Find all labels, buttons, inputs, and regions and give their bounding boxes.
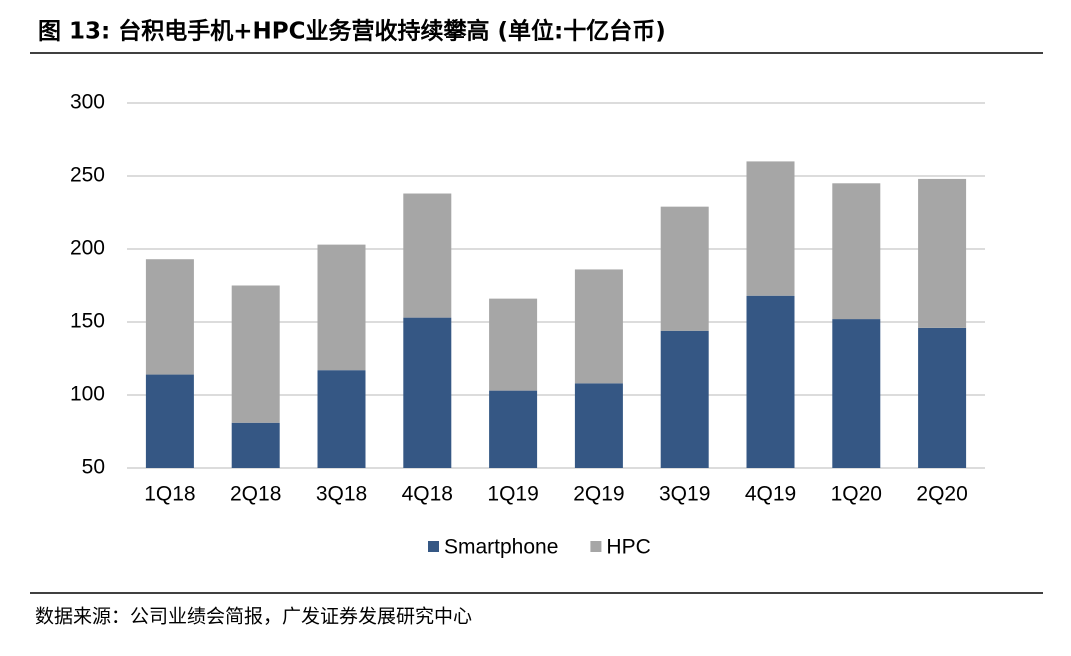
legend-label: HPC bbox=[606, 536, 650, 559]
x-tick-label: 1Q19 bbox=[487, 483, 538, 506]
bar-segment bbox=[403, 317, 452, 468]
bar-segment bbox=[746, 161, 795, 296]
legend-label: Smartphone bbox=[444, 536, 558, 559]
bar-segment bbox=[489, 390, 538, 468]
x-tick-label: 2Q19 bbox=[573, 483, 624, 506]
bar-segment bbox=[317, 370, 366, 468]
x-tick-label: 2Q20 bbox=[916, 483, 967, 506]
legend-swatch bbox=[590, 541, 602, 552]
bar-segment bbox=[231, 422, 280, 468]
source: 数据来源：公司业绩会简报，广发证券发展研究中心 bbox=[35, 606, 472, 628]
y-tick-label: 200 bbox=[70, 237, 105, 260]
bar-segment bbox=[832, 319, 881, 468]
bar-segment bbox=[918, 178, 967, 328]
bar-segment bbox=[918, 327, 967, 468]
y-tick-label: 300 bbox=[70, 91, 105, 114]
bar-segment bbox=[145, 374, 194, 468]
legend-swatch bbox=[428, 541, 439, 552]
bar-segment bbox=[317, 244, 366, 371]
bar-segment bbox=[660, 330, 709, 468]
y-tick-label: 150 bbox=[70, 310, 105, 333]
bar-segment bbox=[832, 183, 881, 320]
chart-title: 图 13: 台积电手机+HPC业务营收持续攀高 (单位:十亿台币) bbox=[38, 18, 666, 45]
y-tick-label: 250 bbox=[70, 164, 105, 187]
y-tick-label: 50 bbox=[82, 456, 105, 479]
x-tick-label: 3Q19 bbox=[659, 483, 710, 506]
bar-segment bbox=[145, 259, 194, 375]
y-tick-label: 100 bbox=[70, 383, 105, 406]
x-tick-label: 1Q18 bbox=[144, 483, 195, 506]
bar-segment bbox=[231, 285, 280, 423]
x-tick-label: 2Q18 bbox=[230, 483, 281, 506]
x-tick-label: 3Q18 bbox=[316, 483, 367, 506]
bar-segment bbox=[574, 269, 623, 384]
bar-segment bbox=[489, 298, 538, 391]
bar-segment bbox=[574, 383, 623, 468]
x-tick-label: 4Q19 bbox=[745, 483, 796, 506]
bar-segment bbox=[403, 193, 452, 318]
x-tick-label: 4Q18 bbox=[402, 483, 453, 506]
bar-segment bbox=[660, 206, 709, 331]
x-tick-label: 1Q20 bbox=[831, 483, 882, 506]
bar-segment bbox=[746, 295, 795, 468]
